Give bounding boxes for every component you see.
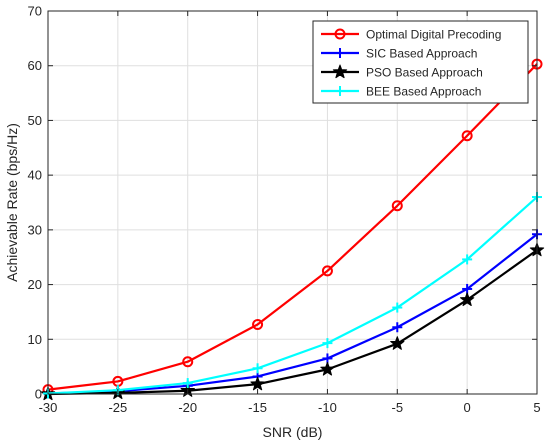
data-point (392, 302, 403, 313)
data-point (320, 361, 335, 376)
y-tick-label: 10 (28, 332, 42, 347)
y-tick-label: 50 (28, 113, 42, 128)
x-axis-label: SNR (dB) (263, 424, 323, 440)
data-point (391, 200, 403, 212)
x-tick-label: -20 (178, 400, 197, 415)
y-axis-label: Achievable Rate (bps/Hz) (4, 123, 20, 282)
data-point (462, 283, 473, 294)
legend-label: SIC Based Approach (366, 47, 477, 61)
legend-marker (334, 28, 346, 40)
y-tick-label: 0 (35, 387, 42, 402)
legend-item: PSO Based Approach (321, 64, 483, 80)
data-point (252, 319, 264, 331)
series-line (47, 249, 538, 396)
legend-label: BEE Based Approach (366, 85, 481, 99)
series-line (47, 63, 538, 391)
x-tick-label: -15 (248, 400, 267, 415)
legend-item: BEE Based Approach (321, 85, 481, 99)
data-point (459, 292, 475, 307)
legend-marker (335, 86, 345, 96)
data-point (462, 254, 473, 265)
data-point (182, 378, 193, 389)
legend-item: Optimal Digital Precoding (321, 28, 501, 42)
x-axis-ticks: -30 -25 -20 -15 -10 -5 0 5 (39, 11, 541, 415)
data-point (390, 336, 405, 350)
data-point (322, 338, 333, 349)
series-line (47, 196, 538, 395)
y-tick-label: 20 (28, 277, 42, 292)
series-layer (40, 58, 545, 401)
y-tick-label: 30 (28, 222, 42, 237)
legend-item: SIC Based Approach (321, 47, 477, 61)
legend: Optimal Digital Precoding SIC Based Appro… (312, 20, 529, 104)
x-tick-label: 0 (464, 400, 471, 415)
x-tick-label: -10 (318, 400, 337, 415)
legend-marker (332, 64, 348, 79)
data-point (182, 356, 194, 368)
data-point (252, 363, 263, 374)
legend-label: PSO Based Approach (366, 66, 483, 80)
legend-marker (335, 48, 345, 58)
data-point (392, 322, 403, 333)
x-tick-label: 5 (533, 400, 540, 415)
data-point (461, 130, 473, 142)
x-tick-label: -5 (392, 400, 404, 415)
x-tick-label: -30 (39, 400, 58, 415)
plot-frame (47, 10, 538, 395)
y-axis-ticks: 0 10 20 30 40 50 60 70 (28, 4, 537, 402)
legend-label: Optimal Digital Precoding (366, 28, 501, 42)
y-tick-label: 60 (28, 58, 42, 73)
data-point (322, 353, 333, 364)
y-tick-label: 40 (28, 168, 42, 183)
x-tick-label: -25 (108, 400, 127, 415)
y-tick-label: 70 (28, 4, 42, 19)
series-line (47, 233, 538, 395)
data-point (321, 265, 333, 277)
data-point (250, 376, 265, 391)
